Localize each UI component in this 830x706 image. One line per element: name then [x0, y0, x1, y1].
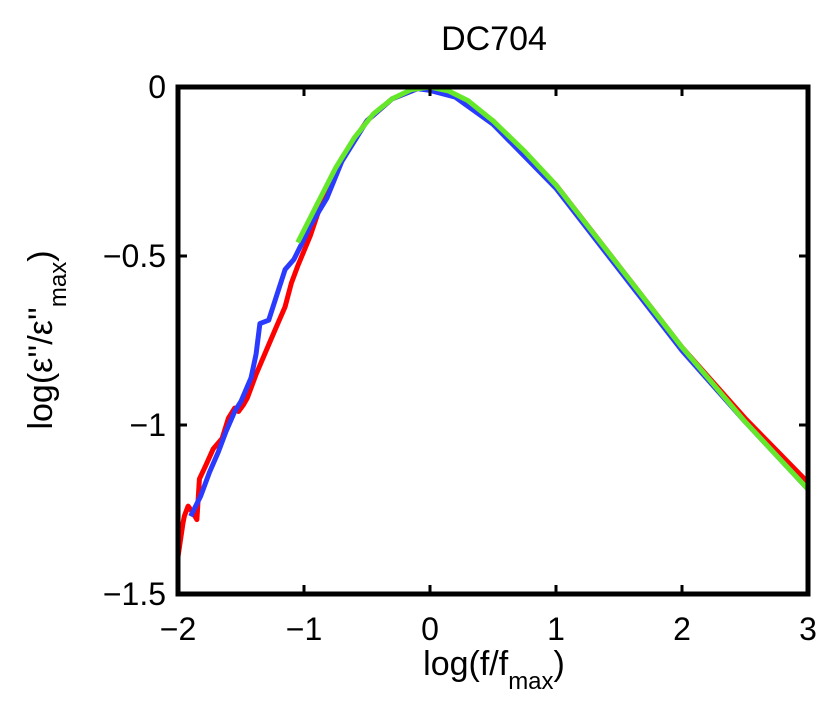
x-axis-label-close: )	[554, 645, 565, 683]
y-tick-label: 0	[148, 69, 166, 105]
x-axis-label-sub: max	[508, 668, 553, 695]
y-tick-label: −1.5	[103, 576, 166, 612]
series-line-green	[295, 84, 810, 491]
x-axis-label: log(f/fmax)	[423, 645, 565, 695]
tick-layer: −2 −1 0 1 2 3 −1.5 −1 −0.5 0	[103, 69, 817, 647]
y-axis-label-main: log(ε''/ε''	[22, 307, 60, 429]
x-axis-label-main: log(f/f	[423, 645, 509, 683]
plot-frame	[175, 84, 811, 597]
series-layer	[175, 84, 810, 558]
y-tick-label: −1	[130, 407, 166, 443]
y-axis-label-close: )	[22, 250, 60, 261]
x-tick-label: 2	[673, 611, 691, 647]
x-tick-label: −1	[286, 611, 322, 647]
y-axis-label-sub: max	[45, 262, 72, 307]
series-line-blue	[188, 86, 810, 518]
x-tick-label: 0	[421, 611, 439, 647]
x-tick-label: 1	[547, 611, 565, 647]
series-line-red	[175, 84, 810, 558]
y-axis-label: log(ε''/ε''max)	[22, 250, 72, 429]
chart-title: DC704	[441, 20, 547, 58]
x-tick-label: 3	[799, 611, 817, 647]
x-tick-label: −2	[160, 611, 196, 647]
y-tick-label: −0.5	[103, 238, 166, 274]
